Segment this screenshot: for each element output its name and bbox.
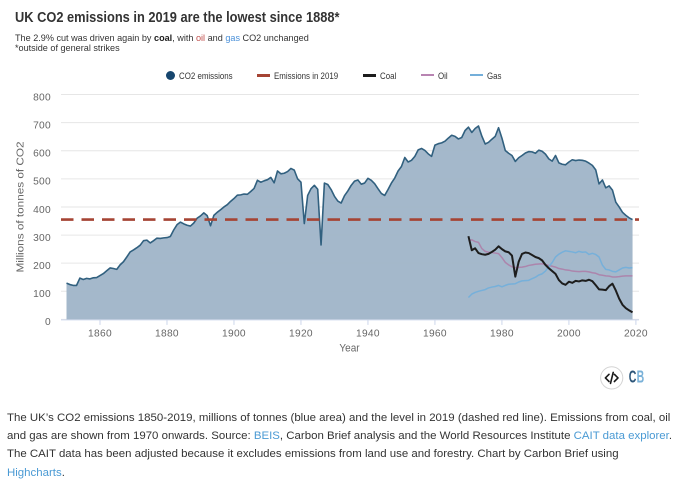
svg-text:Year: Year <box>339 342 360 355</box>
svg-text:1960: 1960 <box>423 329 447 340</box>
svg-text:300: 300 <box>33 233 51 244</box>
svg-text:2000: 2000 <box>557 329 581 340</box>
svg-text:1920: 1920 <box>289 329 313 340</box>
svg-text:100: 100 <box>33 289 51 300</box>
svg-text:Millions of tonnes of CO2: Millions of tonnes of CO2 <box>15 141 26 272</box>
svg-text:200: 200 <box>33 261 51 272</box>
svg-text:1880: 1880 <box>155 329 179 340</box>
svg-text:1940: 1940 <box>356 329 380 340</box>
svg-text:700: 700 <box>33 120 51 131</box>
svg-text:CB: CB <box>629 368 645 387</box>
svg-text:1900: 1900 <box>222 329 246 340</box>
svg-text:500: 500 <box>33 177 51 188</box>
svg-text:2020: 2020 <box>624 329 648 340</box>
svg-text:800: 800 <box>33 92 51 103</box>
svg-text:0: 0 <box>45 317 51 328</box>
svg-text:1860: 1860 <box>88 329 112 340</box>
svg-text:1980: 1980 <box>490 329 514 340</box>
svg-text:600: 600 <box>33 149 51 160</box>
svg-text:400: 400 <box>33 205 51 216</box>
